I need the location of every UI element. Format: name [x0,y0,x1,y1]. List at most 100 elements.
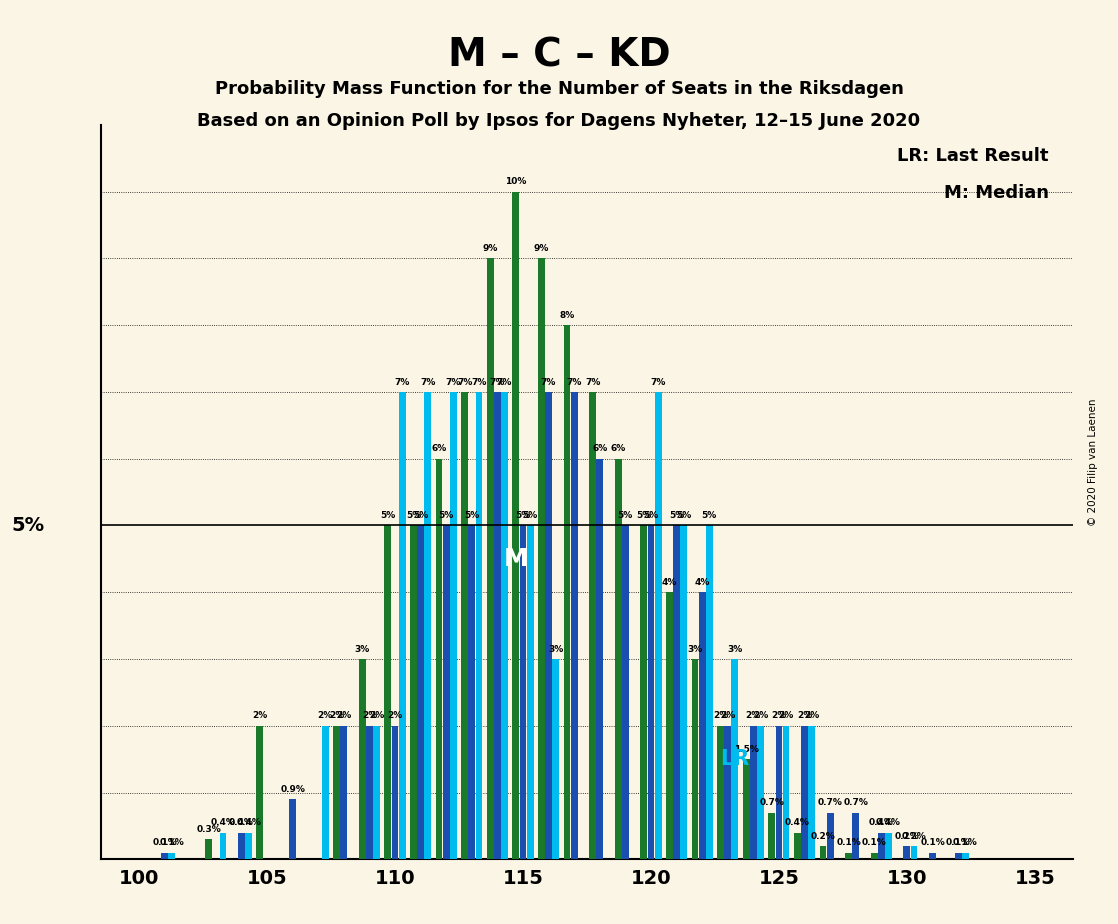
Text: 5%: 5% [11,516,45,535]
Bar [768,812,775,859]
Text: 0.7%: 0.7% [759,798,784,808]
Text: LR: Last Result: LR: Last Result [898,147,1049,164]
Text: 0.3%: 0.3% [197,825,221,834]
Text: 0.1%: 0.1% [836,838,861,847]
Bar [808,725,815,859]
Bar [501,392,508,859]
Text: 4%: 4% [694,578,710,587]
Text: 0.4%: 0.4% [229,819,254,827]
Bar [475,392,482,859]
Bar [373,725,380,859]
Text: 0.1%: 0.1% [920,838,945,847]
Bar [750,725,757,859]
Bar [783,725,789,859]
Bar [757,725,764,859]
Text: 2%: 2% [797,711,812,721]
Text: 5%: 5% [380,511,396,520]
Text: 5%: 5% [406,511,421,520]
Bar [819,846,826,859]
Text: 8%: 8% [559,310,575,320]
Text: 5%: 5% [522,511,538,520]
Text: 7%: 7% [496,378,512,386]
Bar [449,392,457,859]
Bar [852,812,859,859]
Bar [680,526,688,859]
Text: 0.1%: 0.1% [946,838,970,847]
Text: 5%: 5% [636,511,652,520]
Text: 2%: 2% [318,711,333,721]
Text: 5%: 5% [643,511,659,520]
Bar [290,799,296,859]
Text: M: M [503,547,528,571]
Bar [802,725,808,859]
Text: 0.4%: 0.4% [210,819,236,827]
Bar [589,392,596,859]
Bar [417,526,424,859]
Text: 7%: 7% [472,378,486,386]
Bar [615,458,622,859]
Text: 6%: 6% [432,444,446,454]
Bar [878,833,884,859]
Text: 2%: 2% [387,711,402,721]
Text: 2%: 2% [337,711,351,721]
Text: 4%: 4% [662,578,678,587]
Text: 6%: 6% [593,444,607,454]
Bar [520,526,527,859]
Text: 7%: 7% [651,378,666,386]
Bar [322,725,329,859]
Bar [333,725,340,859]
Bar [666,592,673,859]
Text: 9%: 9% [483,244,498,253]
Bar [794,833,800,859]
Bar [538,259,544,859]
Bar [731,659,738,859]
Bar [245,833,252,859]
Bar [512,191,519,859]
Text: 2%: 2% [778,711,794,721]
Text: 3%: 3% [354,645,370,653]
Text: 0.4%: 0.4% [869,819,893,827]
Text: 0.1%: 0.1% [160,838,184,847]
Text: 7%: 7% [490,378,505,386]
Text: Based on an Opinion Poll by Ipsos for Dagens Nyheter, 12–15 June 2020: Based on an Opinion Poll by Ipsos for Da… [198,112,920,129]
Text: © 2020 Filip van Laenen: © 2020 Filip van Laenen [1089,398,1098,526]
Bar [340,725,348,859]
Text: 3%: 3% [548,645,563,653]
Bar [845,853,852,859]
Text: 2%: 2% [804,711,819,721]
Bar [826,812,834,859]
Text: 2%: 2% [253,711,267,721]
Bar [486,259,494,859]
Text: 9%: 9% [533,244,549,253]
Bar [161,853,168,859]
Bar [871,853,878,859]
Text: 5%: 5% [702,511,717,520]
Text: 5%: 5% [464,511,480,520]
Bar [410,526,417,859]
Bar [885,833,892,859]
Text: 0.4%: 0.4% [877,819,901,827]
Bar [468,526,475,859]
Text: 2%: 2% [752,711,768,721]
Text: Probability Mass Function for the Number of Seats in the Riksdagen: Probability Mass Function for the Number… [215,80,903,98]
Bar [206,839,212,859]
Text: 7%: 7% [457,378,472,386]
Bar [256,725,263,859]
Bar [622,526,628,859]
Text: 7%: 7% [567,378,581,386]
Text: 0.4%: 0.4% [236,819,260,827]
Text: 3%: 3% [688,645,702,653]
Text: 5%: 5% [438,511,454,520]
Bar [929,853,936,859]
Text: 0.2%: 0.2% [902,832,927,841]
Bar [955,853,961,859]
Text: 0.1%: 0.1% [152,838,177,847]
Text: 0.4%: 0.4% [785,819,809,827]
Bar [717,725,724,859]
Text: 7%: 7% [585,378,600,386]
Bar [776,725,783,859]
Text: 7%: 7% [420,378,435,386]
Text: 5%: 5% [669,511,684,520]
Text: 10%: 10% [505,177,527,186]
Bar [692,659,699,859]
